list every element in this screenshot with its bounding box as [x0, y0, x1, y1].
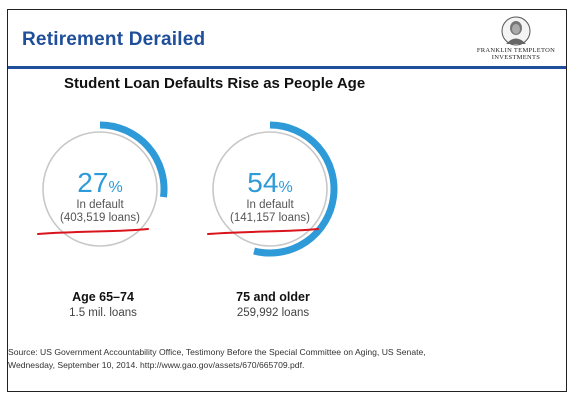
slide-title: Retirement Derailed: [22, 29, 206, 50]
category-sublabel: 1.5 mil. loans: [69, 307, 137, 319]
status-label: In default: [246, 199, 294, 211]
title-divider: [8, 66, 566, 69]
chart-title: Student Loan Defaults Rise as People Age: [64, 75, 366, 92]
percent-unit: %: [108, 179, 122, 196]
source-line-1: Source: US Government Accountability Off…: [8, 347, 426, 357]
logo-text-line1: FRANKLIN TEMPLETON: [476, 47, 556, 54]
category-label: Age 65–74: [72, 290, 134, 304]
red-underline-annotation: [37, 228, 149, 235]
franklin-templeton-logo: FRANKLIN TEMPLETON INVESTMENTS: [476, 16, 556, 62]
loan-count-label: (141,157 loans): [230, 212, 310, 224]
source-note: Source: US Government Accountability Off…: [8, 346, 548, 372]
loan-count-label: (403,519 loans): [60, 212, 140, 224]
source-line-2: Wednesday, September 10, 2014. http://ww…: [8, 360, 305, 370]
donut-track-ring: [212, 131, 328, 247]
donut-value-arc: [99, 121, 168, 198]
percent-unit: %: [278, 179, 292, 196]
red-underline-annotation: [207, 228, 319, 235]
logo-text-line2: INVESTMENTS: [491, 54, 541, 61]
category-label: 75 and older: [236, 290, 310, 304]
category-sublabel: 259,992 loans: [237, 307, 310, 319]
donut-track-ring: [42, 131, 158, 247]
percent-number: 27: [77, 167, 108, 198]
percent-value: 54%: [247, 167, 292, 198]
slide: Retirement Derailed FRANKLIN TEMPLETON I…: [7, 9, 567, 392]
donut-value-arc: [253, 121, 338, 257]
percent-number: 54: [247, 167, 278, 198]
portrait-medallion-icon: [501, 16, 531, 46]
status-label: In default: [76, 199, 124, 211]
percent-value: 27%: [77, 167, 122, 198]
